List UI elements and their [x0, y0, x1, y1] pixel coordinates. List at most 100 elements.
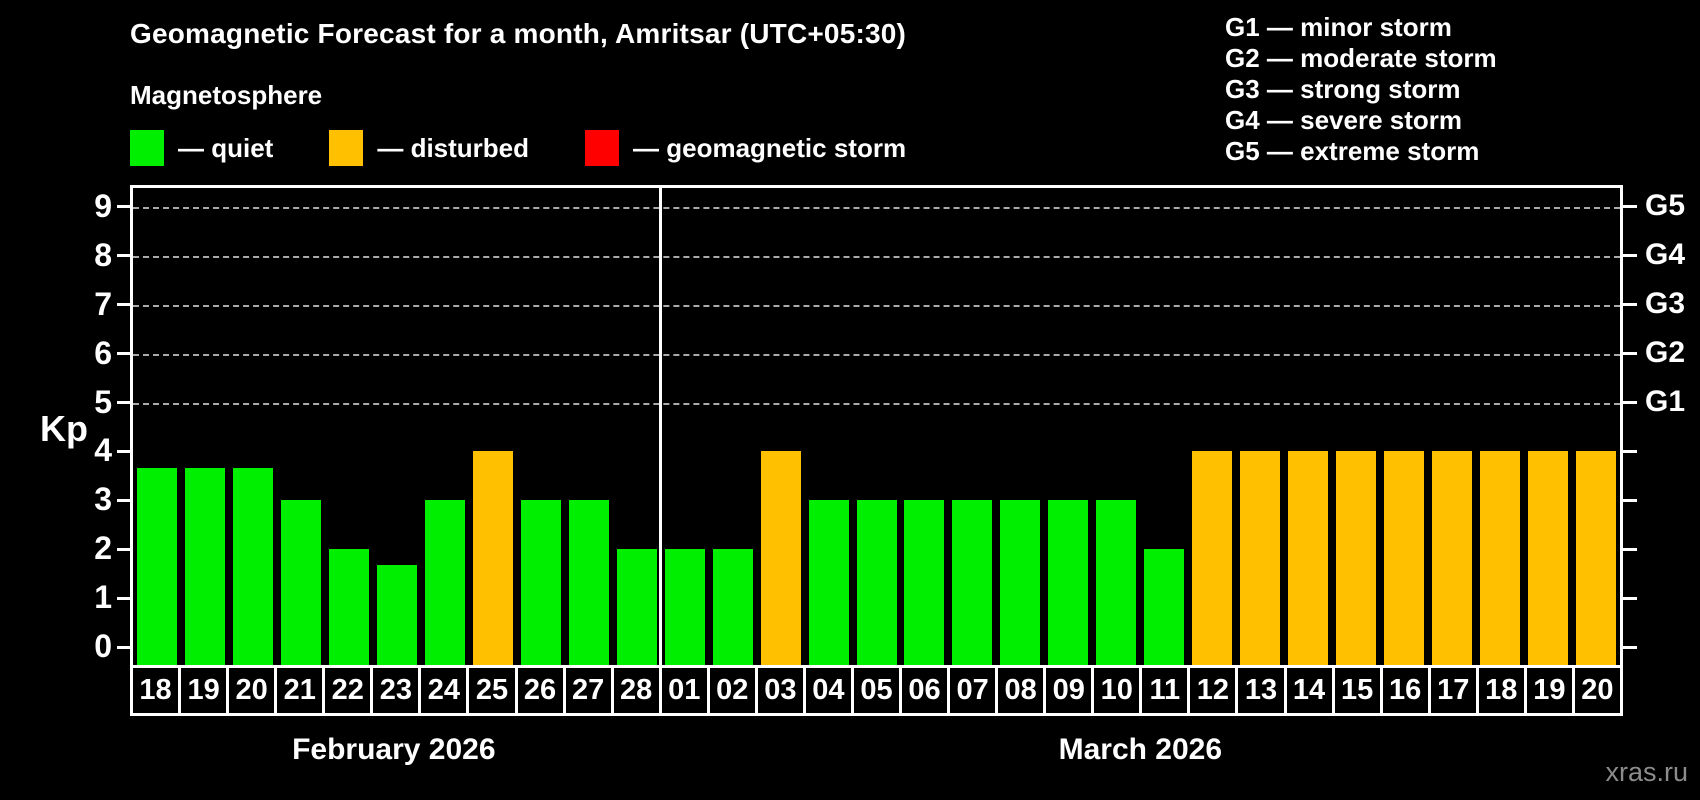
gridline-G3	[133, 304, 1620, 307]
y-axis-tick	[117, 596, 130, 600]
date-cell: 07	[947, 668, 995, 713]
kp-bar	[472, 451, 513, 665]
date-cell: 23	[370, 668, 418, 713]
kp-bar	[1096, 500, 1137, 665]
right-axis-tick	[1623, 205, 1637, 209]
date-cell: 09	[1043, 668, 1091, 713]
right-axis-tick	[1623, 352, 1637, 356]
chart-subtitle: Magnetosphere	[130, 80, 323, 110]
legend-label-quiet: — quiet	[178, 132, 274, 163]
right-axis-tick	[1623, 596, 1637, 600]
kp-bar	[760, 451, 801, 665]
g-legend-line: G3 — strong storm	[1225, 74, 1461, 104]
kp-bar	[664, 549, 705, 665]
legend-item-quiet: — quiet	[130, 130, 273, 166]
date-cell: 19	[178, 668, 226, 713]
date-cell: 20	[226, 668, 274, 713]
y-axis-label: Kp	[40, 408, 88, 449]
kp-bar	[1480, 451, 1521, 665]
date-axis-row: 18 19 20 21 22 23 24 25 26 27 28 01 02 03 04 05 06 07 08 09…	[130, 665, 1623, 716]
right-axis-tick	[1623, 303, 1637, 307]
y-axis-tick-label: 3	[94, 481, 112, 518]
g-legend-line: G1 — minor storm	[1225, 12, 1452, 42]
gridline-G4	[133, 255, 1620, 258]
y-axis-tick	[117, 303, 130, 307]
y-axis-tick-label: 6	[94, 334, 112, 371]
right-axis-tick	[1623, 401, 1637, 404]
y-axis-tick-label: 1	[94, 579, 112, 616]
date-cell: 11	[1139, 668, 1187, 713]
date-cell: 05	[850, 668, 899, 713]
disturbed-color-swatch	[329, 130, 364, 166]
legend-item-storm: — geomagnetic storm	[585, 130, 906, 166]
y-axis-tick	[117, 352, 130, 356]
y-axis-tick-label: 0	[94, 628, 112, 664]
y-axis-tick	[117, 449, 130, 453]
date-cell: 10	[1091, 668, 1139, 713]
y-axis-tick-label: 5	[94, 383, 112, 420]
kp-bar	[952, 500, 993, 665]
kp-bar	[712, 549, 753, 665]
kp-bar	[1144, 549, 1185, 665]
kp-bar	[280, 500, 321, 665]
date-cell: 08	[995, 668, 1043, 713]
kp-bar	[1576, 451, 1617, 665]
g-scale-tick-label: G5	[1645, 188, 1686, 222]
date-cell: 27	[562, 668, 611, 713]
kp-bar	[424, 500, 465, 665]
kp-bar	[328, 549, 369, 665]
gridline-G5	[133, 206, 1620, 209]
kp-bar	[520, 500, 561, 665]
date-cell: 15	[1331, 668, 1380, 713]
storm-color-swatch	[585, 130, 620, 166]
g-scale-legend: G1 — minor storm G2 — moderate storm G3 …	[1225, 12, 1497, 167]
right-axis-tick	[1623, 498, 1637, 502]
date-cell: 20	[1571, 668, 1620, 713]
kp-bar	[376, 565, 417, 665]
date-cell: 25	[466, 668, 514, 713]
date-cell: 03	[754, 668, 803, 713]
date-cell: 13	[1235, 668, 1283, 713]
kp-bar	[904, 500, 945, 665]
legend-label-storm: — geomagnetic storm	[633, 132, 907, 163]
y-axis-tick	[117, 498, 130, 502]
right-axis-tick	[1623, 449, 1637, 453]
watermark: xras.ru	[1605, 757, 1688, 787]
quiet-color-swatch	[130, 130, 164, 166]
date-cell: 06	[899, 668, 947, 713]
date-cell: 01	[658, 668, 707, 713]
kp-bar	[1240, 451, 1281, 665]
g-scale-tick-label: G2	[1645, 335, 1686, 369]
date-cell: 21	[274, 668, 322, 713]
g-legend-line: G4 — severe storm	[1225, 105, 1463, 135]
legend-item-disturbed: — disturbed	[329, 130, 529, 166]
date-cell: 02	[706, 668, 755, 713]
date-cell: 12	[1187, 668, 1235, 713]
g-legend-line: G2 — moderate storm	[1225, 43, 1497, 73]
right-axis-tick	[1623, 645, 1637, 649]
legend-label-disturbed: — disturbed	[377, 132, 530, 163]
date-cell: 24	[418, 668, 466, 713]
kp-bar	[184, 467, 225, 665]
date-cell: 14	[1283, 668, 1332, 713]
kp-bar	[856, 500, 897, 665]
g-legend-line: G5 — extreme storm	[1225, 136, 1480, 166]
kp-bar	[232, 467, 273, 665]
y-axis-tick-label: 8	[94, 236, 112, 273]
y-axis-tick	[117, 205, 130, 209]
kp-bar	[1000, 500, 1041, 665]
kp-bar	[1192, 451, 1233, 665]
y-axis-tick	[117, 254, 130, 258]
y-axis-tick	[117, 547, 130, 551]
date-cell: 18	[139, 674, 172, 706]
g-scale-tick-label: G1	[1645, 384, 1686, 418]
y-axis-tick-label: 4	[94, 432, 112, 469]
date-cell: 26	[514, 668, 563, 713]
kp-bar	[1432, 451, 1473, 665]
date-cell: 18	[1475, 668, 1524, 713]
g-scale-tick-label: G4	[1645, 237, 1686, 271]
kp-bar	[1336, 451, 1377, 665]
kp-bar	[1384, 451, 1425, 665]
gridline-G2	[133, 353, 1620, 356]
